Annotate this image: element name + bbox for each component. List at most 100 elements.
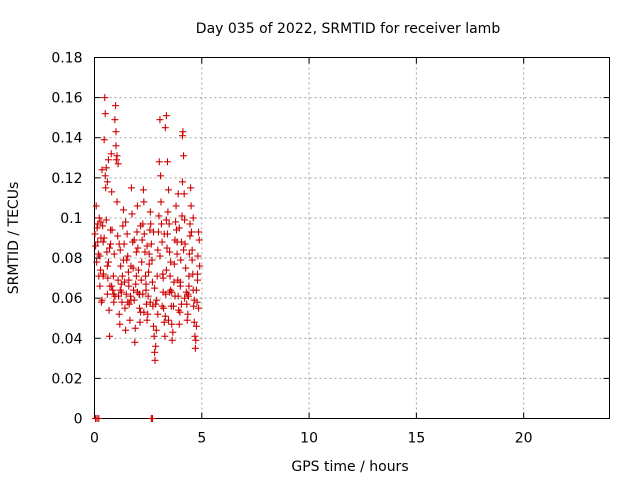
y-axis-label: SRMTID / TECUs	[6, 182, 22, 295]
data-point	[122, 290, 130, 298]
data-point	[191, 344, 199, 352]
data-point	[139, 290, 147, 298]
data-point	[108, 282, 116, 290]
data-point	[147, 240, 155, 248]
data-point	[189, 214, 197, 222]
data-point	[161, 124, 169, 132]
data-point	[161, 332, 169, 340]
data-point	[182, 264, 190, 272]
data-point	[110, 250, 118, 258]
x-tick-label: 15	[407, 431, 425, 447]
data-point	[192, 286, 200, 294]
data-point	[152, 342, 160, 350]
data-point	[117, 262, 125, 270]
data-point	[136, 318, 144, 326]
x-axis-label: GPS time / hours	[291, 459, 408, 475]
data-point	[107, 240, 115, 248]
data-point	[181, 294, 189, 302]
data-point	[101, 94, 109, 102]
data-point	[140, 230, 148, 238]
data-point	[95, 415, 103, 422]
data-point	[114, 232, 122, 240]
data-point	[190, 296, 198, 304]
data-point	[142, 280, 150, 288]
data-point	[119, 256, 127, 264]
data-point	[131, 324, 139, 332]
data-point	[143, 242, 151, 250]
data-point	[155, 212, 163, 220]
data-point	[180, 152, 188, 160]
axis-ticks: 0 0.02 0.04 0.06 0.08 0.1 0.12 0.14 0.16 0.18 0 5 10…	[51, 51, 610, 447]
data-point	[169, 302, 177, 310]
data-point	[157, 220, 165, 228]
data-point	[170, 260, 178, 268]
data-point	[101, 110, 109, 118]
data-point	[184, 310, 192, 318]
data-point	[166, 288, 174, 296]
data-point	[105, 306, 113, 314]
data-point	[91, 230, 99, 238]
data-point	[102, 164, 110, 172]
data-point	[132, 280, 140, 288]
data-point	[191, 332, 199, 340]
data-point	[137, 276, 145, 284]
data-point	[110, 298, 118, 306]
data-point	[166, 272, 174, 280]
data-point	[131, 338, 139, 346]
data-point	[107, 150, 115, 158]
data-point	[137, 222, 145, 230]
data-point	[133, 228, 141, 236]
data-point	[178, 212, 186, 220]
data-point	[150, 228, 158, 236]
data-point	[145, 250, 153, 258]
data-point	[111, 292, 119, 300]
data-point	[125, 282, 133, 290]
data-point	[115, 310, 123, 318]
data-point	[112, 128, 120, 136]
data-point	[180, 190, 188, 198]
data-point	[103, 178, 111, 186]
data-point	[99, 222, 107, 230]
data-point	[167, 258, 175, 266]
data-point	[98, 166, 106, 174]
data-point	[181, 216, 189, 224]
data-point	[112, 142, 120, 150]
data-point	[127, 184, 135, 192]
data-point	[107, 226, 115, 234]
x-tick-label: 5	[197, 431, 206, 447]
data-point	[188, 256, 196, 264]
data-point	[158, 302, 166, 310]
data-point	[116, 246, 124, 254]
data-point	[98, 296, 106, 304]
data-point	[157, 198, 165, 206]
data-point	[130, 236, 138, 244]
data-point	[148, 278, 156, 286]
data-point	[168, 336, 176, 344]
data-point	[166, 248, 174, 256]
data-point	[162, 266, 170, 274]
data-point	[185, 282, 193, 290]
data-point	[156, 116, 164, 124]
data-point	[183, 316, 191, 324]
data-point	[192, 336, 200, 344]
data-point	[129, 264, 137, 272]
y-tick-label: 0.14	[51, 131, 82, 147]
data-point	[146, 226, 154, 234]
data-point	[175, 224, 183, 232]
data-point	[92, 202, 100, 210]
data-points	[91, 94, 204, 422]
data-point	[156, 252, 164, 260]
data-point	[194, 270, 201, 278]
data-point	[125, 276, 133, 284]
data-point	[96, 282, 104, 290]
data-point	[154, 246, 162, 254]
data-point	[95, 214, 103, 222]
data-point	[145, 260, 153, 268]
data-point	[140, 198, 148, 206]
data-point	[99, 238, 107, 246]
data-point	[160, 318, 168, 326]
data-point	[104, 274, 112, 282]
data-point	[157, 172, 165, 180]
data-point	[196, 262, 204, 270]
data-point	[171, 292, 179, 300]
